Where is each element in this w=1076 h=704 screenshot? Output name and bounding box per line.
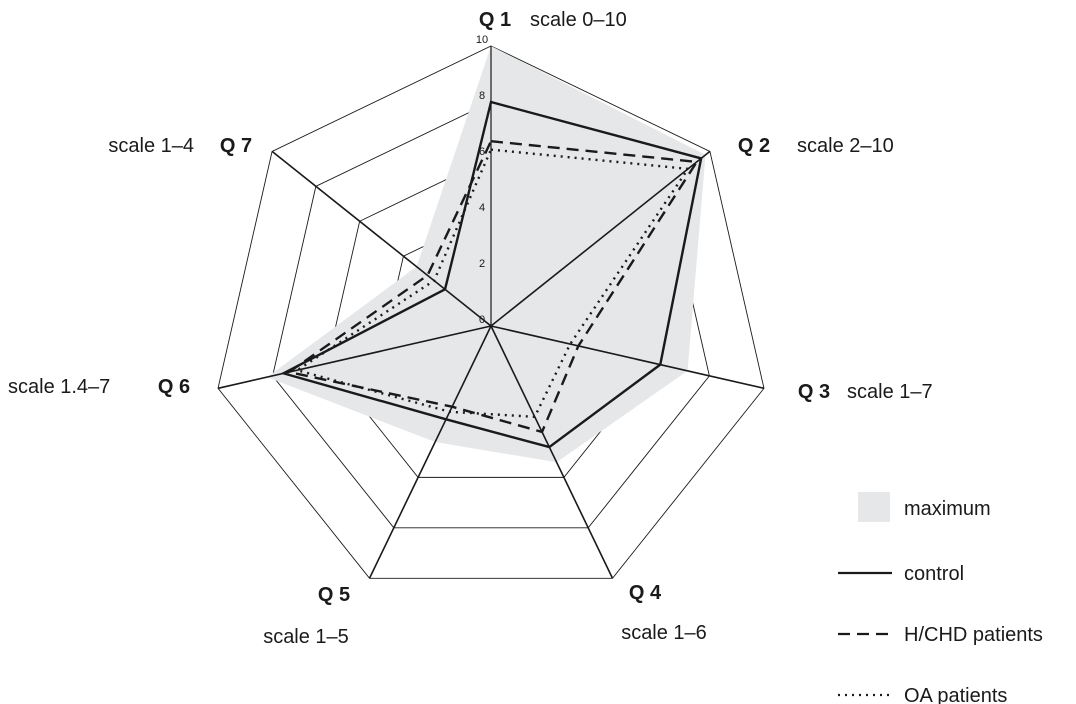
legend-swatch xyxy=(858,492,890,522)
series-maximum-area xyxy=(267,46,706,463)
legend-label: control xyxy=(904,563,964,585)
axis-scale-q-3: scale 1–7 xyxy=(847,381,933,403)
axis-label-q-4: Q 4 xyxy=(629,582,662,604)
axis-label-q-2: Q 2 xyxy=(738,135,770,157)
spoke-q-4 xyxy=(490,325,614,579)
legend-label: H/CHD patients xyxy=(904,624,1043,646)
series-control-line xyxy=(280,100,703,449)
legend-item-oa-patients: OA patients xyxy=(838,685,1007,704)
radial-tick-label: 0 xyxy=(479,314,485,326)
radial-tick-label: 10 xyxy=(476,34,488,46)
radial-tick-label: 2 xyxy=(479,258,485,270)
axis-scale-q-7: scale 1–4 xyxy=(108,135,194,157)
series-lines xyxy=(280,100,703,449)
legend-label: maximum xyxy=(904,498,991,520)
axis-label-q-5: Q 5 xyxy=(318,584,350,606)
spoke-q-3 xyxy=(490,325,765,390)
legend-label: OA patients xyxy=(904,685,1007,704)
axis-scale-q-2: scale 2–10 xyxy=(797,135,894,157)
axis-scale-q-1: scale 0–10 xyxy=(530,9,627,31)
axis-label-q-6: Q 6 xyxy=(158,376,190,398)
radar-spokes xyxy=(217,46,765,579)
spoke-q-6 xyxy=(217,325,492,390)
axis-label-q-7: Q 7 xyxy=(220,135,252,157)
legend: maximum control H/CHD patients OA patients xyxy=(838,492,1043,704)
legend-item-maximum: maximum xyxy=(858,492,991,522)
series-h-chd-patients-line xyxy=(286,139,699,434)
legend-item-control: control xyxy=(838,563,964,585)
axis-scale-q-4: scale 1–6 xyxy=(621,622,707,644)
radial-tick-label: 4 xyxy=(479,202,485,214)
spoke-q-5 xyxy=(368,325,492,579)
legend-item-h-chd-patients: H/CHD patients xyxy=(838,624,1043,646)
axis-labels: Q 1 scale 0–10 Q 2 scale 2–10 Q 3 scale 1–7 Q … xyxy=(8,9,933,648)
radial-tick-label: 6 xyxy=(479,146,485,158)
axis-label-q-1: Q 1 xyxy=(479,9,511,31)
axis-scale-q-5: scale 1–5 xyxy=(263,626,349,648)
radial-tick-label: 8 xyxy=(479,90,485,102)
maximum-area-layer xyxy=(267,46,706,463)
spoke-q-2 xyxy=(490,150,711,327)
axis-scale-q-6: scale 1.4–7 xyxy=(8,376,110,398)
series-oa-patients-line xyxy=(294,148,691,419)
radial-tick-labels: 0 2 4 6 8 10 xyxy=(476,34,488,326)
spoke-q-7 xyxy=(271,150,492,327)
grid-ring xyxy=(217,45,765,579)
axis-label-q-3: Q 3 xyxy=(798,381,830,403)
